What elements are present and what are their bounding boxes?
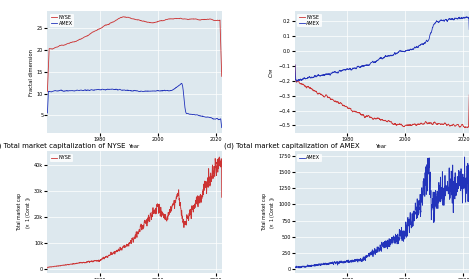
AMEX bbox=[351, 260, 356, 263]
Legend: NYSE: NYSE bbox=[50, 154, 73, 162]
Text: (d) Total market capitalization of AMEX: (d) Total market capitalization of AMEX bbox=[224, 142, 359, 149]
NYSE bbox=[383, 120, 389, 123]
NYSE bbox=[68, 262, 73, 266]
NYSE bbox=[136, 229, 142, 232]
NYSE bbox=[387, 120, 393, 124]
AMEX bbox=[120, 88, 126, 92]
AMEX bbox=[136, 90, 142, 93]
AMEX bbox=[387, 54, 393, 57]
NYSE bbox=[219, 75, 225, 78]
AMEX bbox=[321, 263, 327, 266]
AMEX bbox=[462, 155, 467, 159]
NYSE bbox=[140, 225, 146, 229]
AMEX bbox=[292, 63, 298, 66]
AMEX bbox=[368, 252, 374, 256]
AMEX bbox=[466, 194, 472, 198]
AMEX bbox=[296, 266, 301, 270]
NYSE bbox=[351, 110, 356, 113]
NYSE bbox=[140, 20, 146, 23]
NYSE bbox=[217, 155, 222, 159]
NYSE bbox=[74, 261, 80, 265]
AMEX bbox=[351, 67, 356, 71]
NYSE bbox=[315, 92, 321, 96]
AMEX bbox=[466, 28, 472, 31]
Y-axis label: Total market cap
($\times$ 1 (Const $)$): Total market cap ($\times$ 1 (Const $)$) bbox=[262, 193, 277, 231]
Text: (c) Total market capitalization of NYSE: (c) Total market capitalization of NYSE bbox=[0, 142, 126, 149]
Y-axis label: $C_{TM}$: $C_{TM}$ bbox=[267, 67, 276, 78]
AMEX bbox=[45, 111, 50, 115]
AMEX bbox=[292, 266, 298, 269]
Y-axis label: Total market cap
($\times$ 1 (Const $)$): Total market cap ($\times$ 1 (Const $)$) bbox=[18, 193, 33, 231]
AMEX bbox=[384, 55, 390, 58]
NYSE bbox=[466, 93, 472, 97]
Line: AMEX: AMEX bbox=[295, 157, 469, 268]
AMEX bbox=[74, 88, 80, 92]
AMEX bbox=[384, 240, 390, 244]
NYSE bbox=[120, 245, 126, 249]
NYSE bbox=[74, 39, 80, 43]
AMEX bbox=[321, 73, 327, 77]
Line: NYSE: NYSE bbox=[47, 157, 222, 268]
AMEX bbox=[179, 82, 184, 85]
NYSE bbox=[292, 63, 298, 67]
AMEX bbox=[68, 89, 73, 92]
NYSE bbox=[45, 266, 50, 270]
NYSE bbox=[121, 15, 127, 18]
NYSE bbox=[462, 126, 467, 129]
AMEX bbox=[315, 264, 321, 267]
Line: AMEX: AMEX bbox=[47, 83, 222, 128]
X-axis label: Year: Year bbox=[376, 144, 388, 149]
AMEX bbox=[368, 61, 374, 65]
NYSE bbox=[321, 95, 327, 99]
Line: NYSE: NYSE bbox=[295, 65, 469, 128]
AMEX bbox=[464, 15, 469, 18]
AMEX bbox=[315, 73, 321, 76]
NYSE bbox=[68, 41, 73, 44]
Line: NYSE: NYSE bbox=[47, 17, 222, 91]
NYSE bbox=[45, 90, 50, 93]
Line: AMEX: AMEX bbox=[295, 17, 469, 81]
Y-axis label: Fractal dimension: Fractal dimension bbox=[29, 49, 34, 96]
NYSE bbox=[103, 23, 109, 27]
NYSE bbox=[219, 196, 225, 199]
NYSE bbox=[103, 255, 109, 258]
Legend: AMEX: AMEX bbox=[297, 154, 322, 162]
NYSE bbox=[137, 18, 142, 22]
NYSE bbox=[120, 15, 126, 19]
AMEX bbox=[103, 88, 109, 91]
AMEX bbox=[140, 90, 146, 93]
NYSE bbox=[368, 116, 374, 119]
Legend: NYSE, AMEX: NYSE, AMEX bbox=[50, 14, 74, 27]
AMEX bbox=[387, 242, 393, 246]
Legend: NYSE, AMEX: NYSE, AMEX bbox=[297, 14, 322, 27]
AMEX bbox=[219, 126, 225, 129]
AMEX bbox=[294, 80, 300, 83]
X-axis label: Year: Year bbox=[129, 144, 140, 149]
